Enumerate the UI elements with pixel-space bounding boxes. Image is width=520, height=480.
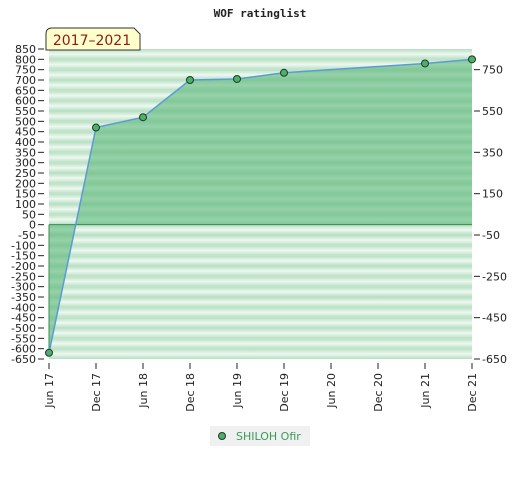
series-markers — [45, 55, 476, 357]
x-tick-label: Dec 21 — [466, 373, 479, 412]
left-tick-label: -550 — [11, 332, 36, 345]
right-tick-label: -450 — [482, 312, 507, 325]
right-tick-label: -650 — [482, 353, 507, 366]
x-tick-label: Jun 19 — [231, 373, 244, 409]
right-tick-label: 750 — [482, 64, 503, 77]
plot-band — [49, 328, 472, 339]
plot-band — [49, 286, 472, 297]
left-tick-label: -250 — [11, 270, 36, 283]
x-tick-label: Jun 21 — [419, 373, 432, 409]
left-tick-label: 850 — [15, 43, 36, 56]
left-tick-label: 450 — [15, 126, 36, 139]
legend-box — [210, 426, 310, 446]
plot-band — [49, 266, 472, 277]
plot-band — [49, 59, 472, 70]
left-tick-label: -350 — [11, 291, 36, 304]
x-tick-label: Jun 20 — [325, 373, 338, 409]
left-tick-label: -100 — [11, 239, 36, 252]
legend-marker — [218, 432, 226, 440]
right-tick-label: 350 — [482, 146, 503, 159]
x-axis: Jun 17 Dec 17 Jun 18 Dec 18 Jun 19 Dec 19 Jun … — [43, 363, 479, 412]
x-tick-label: Dec 20 — [372, 373, 385, 412]
plot-band — [49, 338, 472, 349]
left-tick-label: -600 — [11, 343, 36, 356]
plot-band — [49, 245, 472, 256]
legend[interactable]: SHILOH Ofir — [210, 426, 310, 446]
data-point — [186, 76, 194, 84]
chart-title: WOF ratinglist — [214, 7, 307, 20]
left-tick-label: -400 — [11, 301, 36, 314]
x-tick-label: Jun 18 — [137, 373, 150, 409]
left-tick-label: -200 — [11, 260, 36, 273]
data-point — [421, 59, 429, 68]
plot-band — [49, 348, 472, 359]
plot-band — [49, 235, 472, 246]
left-tick-label: 700 — [15, 74, 36, 87]
period-badge-label: 2017–2021 — [53, 33, 131, 49]
left-tick-label: 650 — [15, 84, 36, 97]
data-point — [92, 123, 100, 132]
series-area — [48, 58, 473, 353]
data-point — [280, 68, 288, 77]
left-tick-label: 600 — [15, 95, 36, 108]
data-point — [139, 113, 147, 122]
left-tick-label: -150 — [11, 250, 36, 263]
left-tick-label: 50 — [22, 208, 36, 221]
data-point — [45, 348, 53, 357]
data-point — [468, 55, 476, 64]
left-tick-label: 550 — [15, 105, 36, 118]
left-tick-label: -500 — [11, 322, 36, 335]
x-tick-label: Jun 17 — [43, 373, 56, 409]
left-tick-label: 150 — [15, 188, 36, 201]
period-badge: 2017–2021 — [45, 27, 141, 51]
left-tick-label: 800 — [15, 53, 36, 66]
left-tick-label: 0 — [29, 219, 36, 232]
left-tick-label: -650 — [11, 353, 36, 366]
right-y-axis: 750 550 350 150 -50 -250 -450 -650 — [474, 64, 507, 366]
left-tick-label: -50 — [18, 229, 36, 242]
series-line — [48, 58, 473, 353]
right-tick-label: 550 — [482, 105, 503, 118]
plot-band — [49, 307, 472, 318]
left-tick-label: 100 — [15, 198, 36, 211]
right-tick-label: -50 — [482, 229, 500, 242]
plot-band — [49, 297, 472, 308]
legend-label: SHILOH Ofir — [236, 430, 301, 443]
left-tick-label: 400 — [15, 136, 36, 149]
plot-band — [49, 255, 472, 266]
series-area-fill — [49, 59, 472, 353]
right-tick-label: 150 — [482, 188, 503, 201]
left-tick-label: -450 — [11, 312, 36, 325]
left-tick-label: -300 — [11, 281, 36, 294]
left-tick-label: 200 — [15, 177, 36, 190]
left-tick-label: 500 — [15, 115, 36, 128]
right-tick-label: -250 — [482, 270, 507, 283]
x-tick-label: Dec 17 — [90, 373, 103, 412]
plot-band — [49, 224, 472, 235]
x-tick-label: Dec 19 — [278, 373, 291, 412]
plot-band — [49, 276, 472, 287]
left-tick-label: 300 — [15, 157, 36, 170]
x-tick-label: Dec 18 — [184, 373, 197, 412]
left-tick-label: 750 — [15, 64, 36, 77]
data-point — [233, 74, 241, 83]
plot-band — [49, 317, 472, 328]
left-tick-label: 250 — [15, 167, 36, 180]
plot-band — [49, 49, 472, 60]
left-tick-label: 350 — [15, 146, 36, 159]
plot-band — [49, 69, 472, 80]
left-y-axis: 8508007507006506005505004504003503002502… — [11, 43, 44, 366]
